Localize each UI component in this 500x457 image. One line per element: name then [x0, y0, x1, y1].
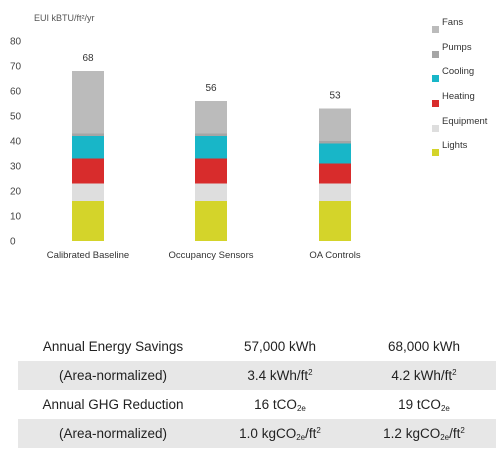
superscript: 2 [308, 368, 313, 377]
value-text: 1.2 kgCO [383, 425, 441, 441]
stacked-bar-chart: EUI kBTU/ft²/yr 0 10 20 30 40 50 60 70 80 Calibr… [10, 13, 488, 261]
row-label: (Area-normalized) [18, 419, 208, 448]
y-tick-label: 20 [10, 187, 22, 198]
bar-segment-fans [195, 101, 227, 134]
bar-total-label: 53 [329, 91, 341, 102]
value-text: 4.2 kWh/ft [391, 368, 453, 383]
y-tick-label: 60 [10, 87, 22, 98]
y-tick-label: 80 [10, 37, 22, 48]
table-row-energy-savings: Annual Energy Savings 57,000 kWh 68,000 … [18, 332, 496, 361]
value-text: /ft [305, 425, 317, 441]
subscript: 2e [296, 432, 306, 442]
y-tick-label: 0 [10, 237, 16, 248]
value-cell: 57,000 kWh [243, 339, 317, 354]
value-cell: 19 tCO2e [352, 390, 496, 419]
value-text: 16 tCO [254, 396, 297, 412]
bar-segment-lights [319, 201, 351, 241]
legend-swatch [432, 26, 439, 33]
bar-segment-heating [195, 158, 227, 184]
legend-swatch [432, 100, 439, 107]
bars-group [72, 71, 351, 241]
bar-segment-pumps [195, 133, 227, 136]
y-tick-label: 10 [10, 212, 22, 223]
legend-swatch [432, 125, 439, 132]
y-tick-label: 40 [10, 137, 22, 148]
bar-segment-pumps [319, 141, 351, 144]
bar-segment-cooling [195, 136, 227, 159]
value-cell: 1.2 kgCO2e/ft2 [352, 419, 496, 448]
row-label: Annual GHG Reduction [42, 397, 184, 412]
bar-segment-heating [72, 158, 104, 184]
legend-label: Lights [442, 140, 468, 151]
y-tick-label: 30 [10, 162, 22, 173]
bar-total-label: 68 [82, 53, 94, 64]
value-text: 19 tCO [398, 396, 441, 412]
bar-segment-lights [195, 201, 227, 241]
bar-segment-equipment [319, 183, 351, 201]
y-tick-label: 70 [10, 62, 22, 73]
bar-segment-lights [72, 201, 104, 241]
superscript: 2 [452, 368, 457, 377]
x-tick-label: OA Controls [309, 250, 360, 261]
legend-label: Pumps [442, 42, 472, 53]
legend-label: Heating [442, 91, 475, 102]
superscript: 2 [316, 425, 321, 435]
superscript: 2 [460, 425, 465, 435]
bar-total-labels: 68 56 53 [82, 53, 341, 102]
bar-segment-equipment [195, 183, 227, 201]
bar-segment-heating [319, 163, 351, 184]
value-cell: 68,000 kWh [387, 339, 461, 354]
value-cell: 16 tCO2e [208, 390, 352, 419]
legend-swatch [432, 75, 439, 82]
legend-swatch [432, 51, 439, 58]
value-cell: 4.2 kWh/ft2 [352, 361, 496, 390]
bar-segment-equipment [72, 183, 104, 201]
value-cell: 3.4 kWh/ft2 [208, 361, 352, 390]
bar-segment-cooling [72, 136, 104, 159]
table-row-ghg-normalized: (Area-normalized) 1.0 kgCO2e/ft2 1.2 kgC… [18, 419, 496, 448]
value-text: /ft [449, 425, 461, 441]
legend-label: Fans [442, 17, 463, 28]
value-text: 3.4 kWh/ft [247, 368, 309, 383]
subscript: 2e [440, 432, 450, 442]
subscript: 2e [296, 403, 306, 413]
legend-swatch [432, 149, 439, 156]
bar-total-label: 56 [205, 83, 217, 94]
bar-segment-fans [72, 71, 104, 134]
table-row-energy-normalized: (Area-normalized) 3.4 kWh/ft2 4.2 kWh/ft… [18, 361, 496, 390]
bar-segment-fans [319, 108, 351, 141]
y-axis-label: EUI kBTU/ft²/yr [34, 13, 95, 23]
y-axis-ticks: 0 10 20 30 40 50 60 70 80 [10, 37, 22, 248]
y-tick-label: 50 [10, 112, 22, 123]
legend-label: Cooling [442, 66, 474, 77]
x-tick-label: Occupancy Sensors [168, 250, 253, 261]
x-tick-label: Calibrated Baseline [47, 250, 129, 261]
value-text: 1.0 kgCO [239, 425, 297, 441]
x-axis-labels: Calibrated Baseline Occupancy Sensors OA C… [47, 250, 361, 261]
row-label: (Area-normalized) [18, 361, 208, 390]
legend: Fans Pumps Cooling Heating Equipment Lights [432, 17, 488, 156]
bar-segment-pumps [72, 133, 104, 136]
value-cell: 1.0 kgCO2e/ft2 [208, 419, 352, 448]
table-row-ghg-reduction: Annual GHG Reduction 16 tCO2e 19 tCO2e [18, 390, 496, 419]
subscript: 2e [440, 403, 450, 413]
row-label: Annual Energy Savings [42, 339, 184, 354]
legend-label: Equipment [442, 116, 488, 127]
savings-table: Annual Energy Savings 57,000 kWh 68,000 … [18, 332, 496, 448]
bar-segment-cooling [319, 143, 351, 164]
